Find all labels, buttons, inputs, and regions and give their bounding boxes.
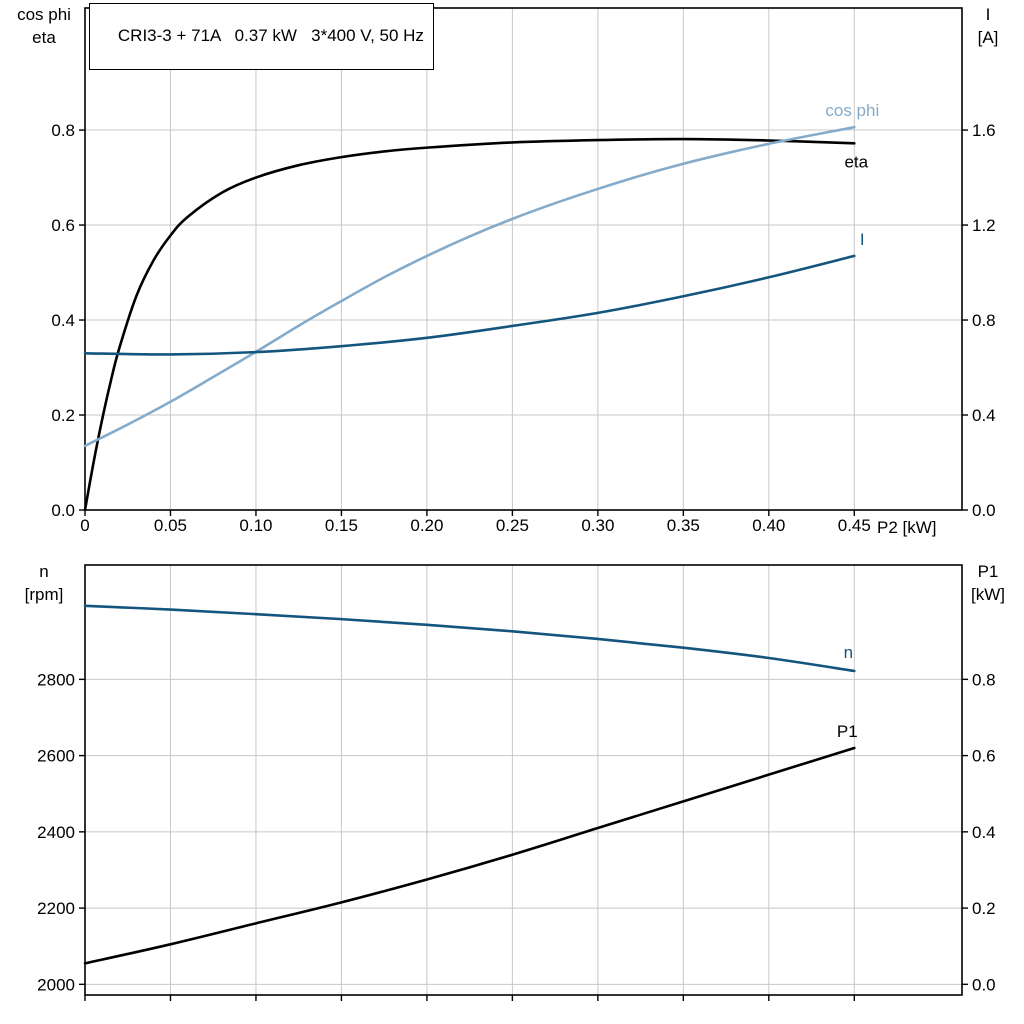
axis-label-speed-unit: [rpm] [24,585,64,604]
curve-label-P1: P1 [837,722,858,741]
plot-frame [84,7,963,511]
right-tick-label: 0.8 [972,311,996,330]
curve-label-n: n [844,643,853,662]
left-tick-label: 2200 [37,899,75,918]
curve-I [83,254,856,356]
left-tick-label: 0.8 [51,121,75,140]
right-tick-label: 0.8 [972,670,996,689]
x-tick-label: 0.45 [838,516,871,535]
axis-label-p1-unit: [kW] [971,585,1005,604]
left-tick-label: 2400 [37,823,75,842]
x-tick-label: 0.10 [239,516,272,535]
left-tick-label: 2000 [37,975,75,994]
axis-label-speed: n [39,562,49,581]
left-tick-label: 0.2 [51,406,75,425]
top-left-axis-title: cos phi eta [2,3,86,49]
right-tick-label: 0.6 [972,747,996,766]
x-tick-label: 0.40 [752,516,785,535]
x-tick-label: 0.35 [667,516,700,535]
x-tick-label: 0.30 [581,516,614,535]
curve-eta [83,137,856,512]
right-tick-label: 1.2 [972,216,996,235]
left-tick-label: 0.4 [51,311,75,330]
bottom-left-axis-title: n [rpm] [2,560,86,606]
right-tick-label: 0.4 [972,823,996,842]
curve-label-eta: eta [844,152,868,171]
right-tick-label: 0.0 [972,975,996,994]
left-tick-label: 0.6 [51,216,75,235]
plot-frame [84,564,963,996]
axis-label-cos-phi: cos phi [17,5,71,24]
curve-cos-phi [83,125,856,448]
x-tick-label: 0.20 [410,516,443,535]
right-tick-label: 0.0 [972,501,996,520]
x-axis-label: P2 [kW] [877,518,937,537]
curve-n [83,604,856,673]
x-tick-label: 0.05 [154,516,187,535]
left-tick-label: 2600 [37,747,75,766]
chart-title-box: CRI3-3 + 71A 0.37 kW 3*400 V, 50 Hz [89,3,434,70]
x-tick-label: 0.15 [325,516,358,535]
right-tick-label: 1.6 [972,121,996,140]
x-tick-label: 0.25 [496,516,529,535]
curve-P1 [83,746,856,965]
bottom-right-axis-title: P1 [kW] [956,560,1020,606]
left-tick-label: 0.0 [51,501,75,520]
left-tick-label: 2800 [37,670,75,689]
right-tick-label: 0.4 [972,406,996,425]
axis-label-p1: P1 [977,562,999,581]
right-tick-label: 0.2 [972,899,996,918]
axis-label-eta: eta [32,28,56,47]
chart-title: CRI3-3 + 71A 0.37 kW 3*400 V, 50 Hz [117,26,424,45]
top-right-axis-title: I [A] [956,3,1020,49]
curve-label-I: I [860,230,865,249]
curve-label-cos-phi: cos phi [825,101,879,120]
axis-label-current: I [985,5,991,24]
axis-label-current-unit: [A] [977,28,999,47]
x-tick-label: 0 [80,516,89,535]
